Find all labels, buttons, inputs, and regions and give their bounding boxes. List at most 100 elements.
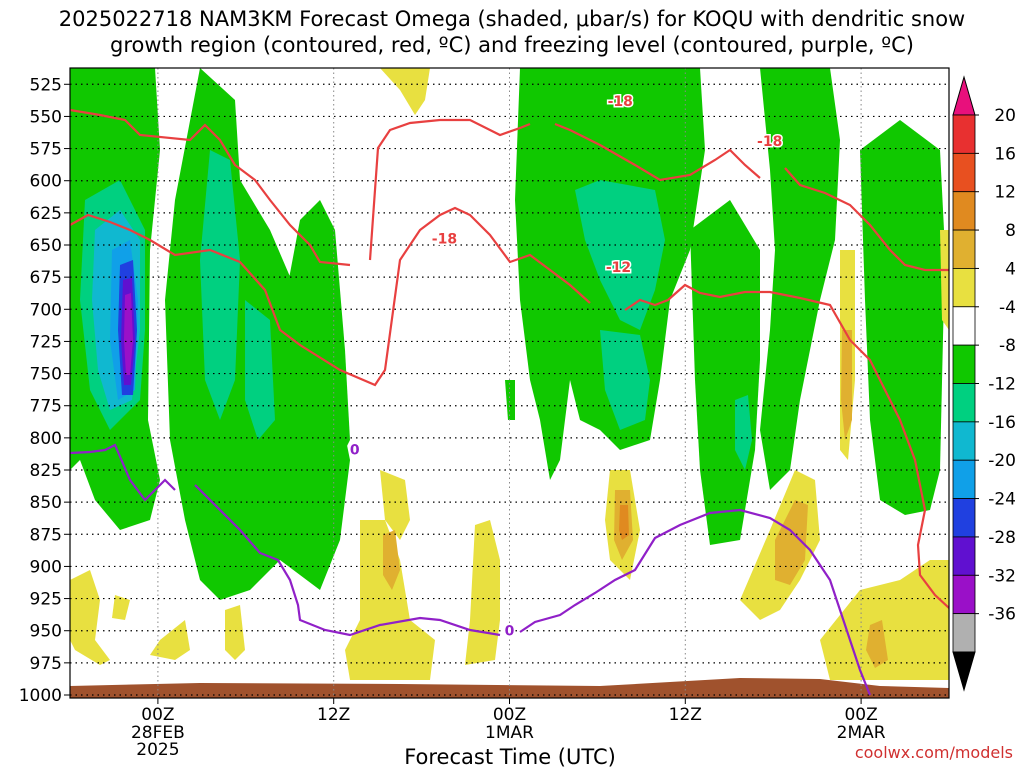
colorbar-swatch: [952, 498, 976, 538]
colorbar-label: -4: [999, 298, 1016, 318]
colorbar-label: 4: [1005, 259, 1016, 279]
colorbar-label: -16: [988, 413, 1016, 433]
colorbar-label: -28: [988, 528, 1016, 548]
y-tick-label: 775: [30, 397, 62, 417]
omega-region: [124, 293, 133, 375]
omega-region: [380, 470, 410, 540]
y-tick-label: 675: [30, 268, 62, 288]
omega-region: [200, 150, 240, 420]
chart-title-line-2: growth region (contoured, red, ºC) and f…: [110, 33, 914, 57]
x-tick-label: 00Z: [141, 705, 174, 725]
y-tick-label: 725: [30, 332, 62, 352]
y-tick-label: 925: [30, 590, 62, 610]
colorbar-swatch: [952, 421, 976, 461]
y-tick-label: 800: [30, 429, 62, 449]
omega-region: [775, 500, 808, 585]
colorbar-swatch: [952, 268, 976, 308]
y-tick-label: 900: [30, 557, 62, 577]
omega-region: [505, 380, 515, 420]
x-tick-date-label: 2MAR: [837, 723, 886, 743]
y-tick-label: 600: [30, 172, 62, 192]
omega-region: [465, 520, 500, 665]
x-tick-date-label: 28FEB: [131, 723, 185, 743]
x-axis-title: Forecast Time (UTC): [404, 745, 616, 768]
colorbar: 20 16 12 8 4 -4 -8 -12 -16 -20 -24 -28 -32 -36: [952, 75, 1016, 692]
x-tick-date-label: 1MAR: [485, 723, 534, 743]
y-tick-label: 1000: [19, 686, 62, 706]
colorbar-label: 12: [994, 183, 1016, 203]
contour-labels: -18 -18 -18 -12 0 0: [348, 93, 783, 642]
y-tick-label: 575: [30, 140, 62, 160]
grid: [70, 68, 949, 698]
omega-region: [600, 330, 650, 430]
x-tick-label: 00Z: [844, 705, 877, 725]
colorbar-label: -36: [988, 605, 1016, 625]
y-tick-label: 875: [30, 525, 62, 545]
contour-label: 0: [505, 624, 515, 640]
y-tick-label: 550: [30, 107, 62, 127]
x-tick-label: 00Z: [493, 705, 526, 725]
y-axis: 525 550 575 600 625 650 675 700 725 750 775 800 825 8…: [19, 75, 70, 706]
contour-label: -18: [757, 134, 782, 150]
dendritic-contour-line: [70, 108, 949, 272]
colorbar-swatch: [952, 191, 976, 231]
colorbar-swatch: [952, 152, 976, 193]
y-tick-label: 975: [30, 654, 62, 674]
omega-region: [345, 520, 435, 680]
omega-region: [575, 180, 665, 330]
credit-text: coolwx.com/models: [855, 743, 1013, 762]
colorbar-swatch: [952, 229, 976, 269]
x-tick-label: 12Z: [669, 705, 702, 725]
colorbar-label: -8: [999, 336, 1016, 356]
omega-region: [112, 595, 130, 620]
colorbar-swatch: [952, 459, 976, 499]
omega-region: [383, 530, 400, 590]
colorbar-label: -20: [988, 451, 1016, 471]
x-tick-year-label: 2025: [136, 740, 179, 760]
omega-region: [860, 120, 945, 515]
y-tick-label: 750: [30, 365, 62, 385]
omega-region: [841, 330, 852, 440]
colorbar-swatch: [952, 383, 976, 423]
y-tick-label: 525: [30, 75, 62, 95]
omega-region: [760, 68, 840, 490]
omega-region: [70, 570, 110, 665]
contour-label: -18: [608, 94, 633, 110]
terrain-fill: [70, 678, 949, 698]
colorbar-label: 20: [994, 106, 1016, 126]
colorbar-top-triangle: [952, 75, 976, 116]
omega-region: [866, 620, 888, 668]
dendritic-contour-line: [70, 206, 949, 609]
colorbar-swatch: [952, 306, 976, 346]
colorbar-label: -12: [988, 375, 1016, 395]
colorbar-label: 8: [1005, 221, 1016, 241]
omega-region: [380, 68, 430, 115]
colorbar-label: -24: [988, 490, 1016, 510]
y-tick-label: 625: [30, 204, 62, 224]
colorbar-label: 16: [994, 144, 1016, 164]
omega-region: [150, 620, 190, 660]
omega-region: [225, 605, 245, 660]
omega-region: [245, 300, 275, 440]
contour-label: -12: [606, 260, 631, 276]
colorbar-swatch: [952, 344, 976, 384]
omega-region: [940, 230, 949, 330]
contour-label: -18: [432, 232, 457, 248]
y-tick-label: 950: [30, 622, 62, 642]
contour-label: 0: [350, 442, 360, 458]
y-tick-label: 650: [30, 236, 62, 256]
colorbar-swatch: [952, 536, 976, 576]
y-tick-label: 700: [30, 300, 62, 320]
colorbar-swatch: [952, 613, 976, 653]
y-tick-label: 825: [30, 461, 62, 481]
y-tick-label: 850: [30, 493, 62, 513]
omega-shading: [70, 68, 949, 680]
colorbar-label: -32: [988, 566, 1016, 586]
freezing-level-contour-line: [70, 443, 872, 696]
x-tick-label: 12Z: [317, 705, 350, 725]
colorbar-swatch: [952, 574, 976, 615]
chart-title-line-1: 2025022718 NAM3KM Forecast Omega (shaded…: [59, 7, 965, 31]
colorbar-swatch: [952, 114, 976, 154]
